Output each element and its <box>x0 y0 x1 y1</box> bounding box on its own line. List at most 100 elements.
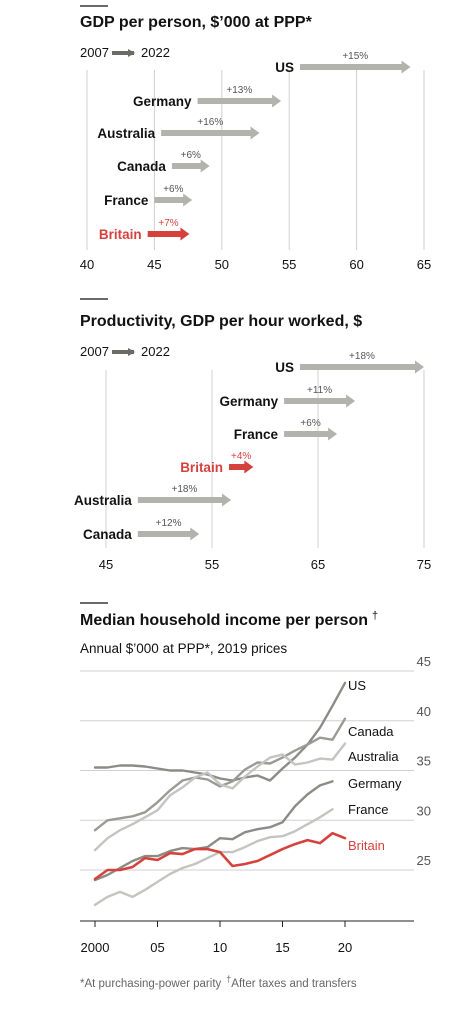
change-arrow <box>161 126 260 140</box>
x-tick-label: 40 <box>80 257 94 272</box>
gdp-x-axis: 40 45 50 55 60 65 <box>80 257 431 272</box>
legend-from-year: 2007 <box>80 344 109 359</box>
arrow-row-australia: Australia +16% <box>97 117 260 141</box>
arrow-row-us: US +15% <box>275 51 411 75</box>
arrow-row-germany: Germany +11% <box>220 385 356 409</box>
y-tick-label: 45 <box>417 654 431 669</box>
country-label: Germany <box>133 94 192 109</box>
change-label: +6% <box>300 418 320 429</box>
change-label: +18% <box>172 484 198 495</box>
change-label: +18% <box>349 351 375 362</box>
x-tick-label: 10 <box>213 940 227 955</box>
gdp-panel: GDP per person, $’000 at PPP* 2007 2022 … <box>80 5 431 272</box>
gdp-legend: 2007 2022 <box>80 45 170 60</box>
country-label: France <box>234 427 279 442</box>
change-label: +16% <box>197 117 223 128</box>
series-label-australia: Australia <box>348 749 399 764</box>
x-tick-label: 60 <box>349 257 363 272</box>
arrow-row-germany: Germany +13% <box>133 85 282 109</box>
income-x-axis: 25 30 35 40 45 2000 05 10 15 20 <box>80 654 431 955</box>
change-label: +7% <box>158 218 178 229</box>
legend-to-year: 2022 <box>141 344 170 359</box>
productivity-chart-title: Productivity, GDP per hour worked, $ <box>80 313 362 330</box>
series-label-britain: Britain <box>348 838 385 853</box>
x-tick-label: 15 <box>275 940 289 955</box>
arrow-row-britain: Britain +7% <box>99 218 190 242</box>
x-tick-label: 75 <box>417 557 431 572</box>
change-arrow <box>299 60 411 74</box>
series-line-britain <box>93 831 347 881</box>
income-panel: Median household income per person † Annu… <box>80 602 431 955</box>
x-tick-label: 45 <box>147 257 161 272</box>
y-tick-label: 40 <box>417 704 431 719</box>
change-arrow <box>171 159 210 173</box>
x-tick-label: 55 <box>205 557 219 572</box>
country-label: Germany <box>220 394 279 409</box>
footnote-taxes: After taxes and transfers <box>231 978 357 990</box>
arrow-row-us: US +18% <box>275 351 424 375</box>
footnote-ppp: *At purchasing-power parity <box>80 978 222 990</box>
income-title-text: Median household income per person <box>80 612 368 629</box>
x-tick-label: 20 <box>338 940 352 955</box>
change-label: +6% <box>181 150 201 161</box>
change-arrow <box>228 460 254 474</box>
country-label: Britain <box>99 227 142 242</box>
change-label: +13% <box>226 85 252 96</box>
x-tick-label: 45 <box>99 557 113 572</box>
arrow-row-britain: Britain +4% <box>180 451 254 475</box>
y-tick-label: 30 <box>417 803 431 818</box>
change-label: +15% <box>342 51 368 62</box>
series-line-canada <box>93 717 347 832</box>
series-label-us: US <box>348 678 366 693</box>
arrow-row-canada: Canada +12% <box>83 518 200 542</box>
productivity-arrows: US +18% Germany +11% France +6% Britain +4% Aust… <box>74 351 424 542</box>
arrow-row-canada: Canada +6% <box>117 150 210 174</box>
series-line-us <box>93 681 347 782</box>
change-label: +12% <box>156 518 182 529</box>
series-label-france: France <box>348 802 388 817</box>
change-label: +11% <box>307 385 332 396</box>
country-label: Canada <box>117 159 166 174</box>
dagger-mark: † <box>372 610 378 622</box>
gdp-chart-title: GDP per person, $’000 at PPP* <box>80 14 313 31</box>
y-tick-label: 35 <box>417 754 431 769</box>
country-label: Britain <box>180 460 223 475</box>
x-tick-label: 65 <box>311 557 325 572</box>
legend-to-year: 2022 <box>141 45 170 60</box>
series-line-france <box>93 808 334 906</box>
series-line-australia <box>93 742 347 852</box>
country-label: US <box>275 60 294 75</box>
change-arrow <box>137 527 200 541</box>
change-arrow <box>147 227 190 241</box>
income-chart-title: Median household income per person † <box>80 610 378 629</box>
series-label-canada: Canada <box>348 724 394 739</box>
country-label: France <box>104 193 149 208</box>
x-tick-label: 2000 <box>81 940 110 955</box>
legend-from-year: 2007 <box>80 45 109 60</box>
change-arrow <box>299 360 424 374</box>
productivity-x-axis: 45 55 65 75 <box>99 557 431 572</box>
productivity-panel: Productivity, GDP per hour worked, $ 200… <box>74 298 431 572</box>
footnote-dagger-mark: † <box>226 974 231 984</box>
country-label: US <box>275 360 294 375</box>
country-label: Canada <box>83 527 132 542</box>
x-tick-label: 50 <box>215 257 229 272</box>
x-tick-label: 55 <box>282 257 296 272</box>
arrow-row-france: France +6% <box>104 184 193 208</box>
arrow-row-australia: Australia +18% <box>74 484 232 508</box>
x-tick-label: 65 <box>417 257 431 272</box>
change-arrow <box>137 493 232 507</box>
country-label: Australia <box>97 126 155 141</box>
arrow-row-france: France +6% <box>234 418 338 442</box>
income-gridlines <box>80 670 414 871</box>
y-tick-label: 25 <box>417 853 431 868</box>
income-lines: US Canada Australia Germany France Britain <box>93 678 402 906</box>
country-label: Australia <box>74 493 132 508</box>
productivity-legend: 2007 2022 <box>80 344 170 359</box>
gdp-arrows: US +15% Germany +13% Australia +16% Canada +6% F… <box>97 51 411 242</box>
footnote: *At purchasing-power parity †After taxes … <box>80 974 357 990</box>
change-arrow <box>197 94 282 108</box>
series-line-germany <box>93 780 334 882</box>
x-tick-label: 05 <box>150 940 164 955</box>
